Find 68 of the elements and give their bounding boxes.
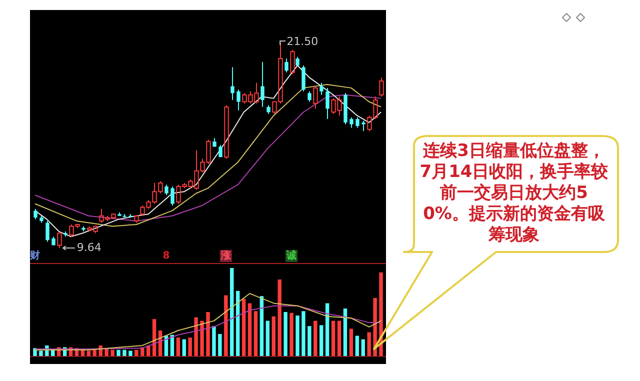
- candlestick: [236, 89, 240, 111]
- bar: [278, 279, 282, 356]
- bar: [284, 312, 288, 356]
- bar: [337, 320, 342, 356]
- bar: [224, 295, 228, 356]
- candlestick: [350, 116, 354, 128]
- bar: [296, 316, 300, 356]
- bar: [212, 326, 216, 356]
- candlestick: [308, 90, 312, 102]
- text: 连续3日缩量低位盘整，7月14日收阳，换手率较前一交易日放大约50%。提示新的资金有吸筹现象: [418, 141, 610, 246]
- bar: [39, 350, 43, 356]
- bar: [104, 348, 108, 356]
- bar: [379, 272, 383, 356]
- text: 涨: [220, 250, 232, 262]
- bar: [206, 312, 210, 356]
- candlestick: [362, 120, 366, 132]
- candlestick: [170, 186, 174, 206]
- bar: [188, 338, 192, 356]
- bar: [314, 320, 318, 356]
- candlestick: [230, 66, 234, 101]
- bar: [248, 303, 252, 356]
- bar: [254, 311, 258, 356]
- candlestick: [218, 144, 222, 158]
- candlestick: [302, 64, 306, 92]
- bar: [200, 320, 204, 356]
- bar: [290, 312, 294, 356]
- bar: [343, 308, 348, 356]
- bar: [308, 326, 312, 356]
- bar: [110, 350, 114, 356]
- bar: [349, 328, 354, 356]
- bar: [361, 339, 365, 356]
- bar: [331, 320, 336, 356]
- bar: [325, 303, 330, 356]
- bar: [373, 298, 377, 356]
- bar: [128, 350, 132, 356]
- bar: [266, 320, 270, 356]
- annotation: 21.50: [286, 34, 318, 48]
- bar: [176, 338, 180, 356]
- bar: [355, 336, 359, 356]
- candlestick: [326, 87, 330, 120]
- bar: [218, 334, 222, 356]
- annotation: 9.64: [76, 240, 102, 254]
- bar: [194, 317, 198, 356]
- bar: [302, 311, 306, 356]
- bar: [86, 350, 91, 356]
- bar: [116, 350, 120, 356]
- candlestick: [260, 62, 264, 108]
- bar: [367, 332, 371, 356]
- bar: [272, 316, 276, 356]
- bar: [230, 268, 234, 356]
- bar: [182, 339, 186, 356]
- bar: [92, 350, 96, 356]
- bar: [134, 350, 138, 356]
- candlestick: [320, 82, 324, 96]
- candlestick: [57, 232, 62, 248]
- text: 财: [28, 250, 40, 262]
- candlestick: [164, 184, 168, 196]
- bar: [242, 298, 246, 356]
- text: 8: [162, 250, 170, 262]
- bar: [122, 350, 126, 356]
- candlestick: [284, 58, 288, 73]
- bar: [320, 325, 324, 356]
- text: 诚: [286, 250, 297, 262]
- bar: [260, 296, 264, 356]
- candlestick: [46, 220, 50, 242]
- candlestick: [356, 116, 360, 128]
- candlestick: [34, 208, 38, 220]
- bar: [236, 290, 240, 356]
